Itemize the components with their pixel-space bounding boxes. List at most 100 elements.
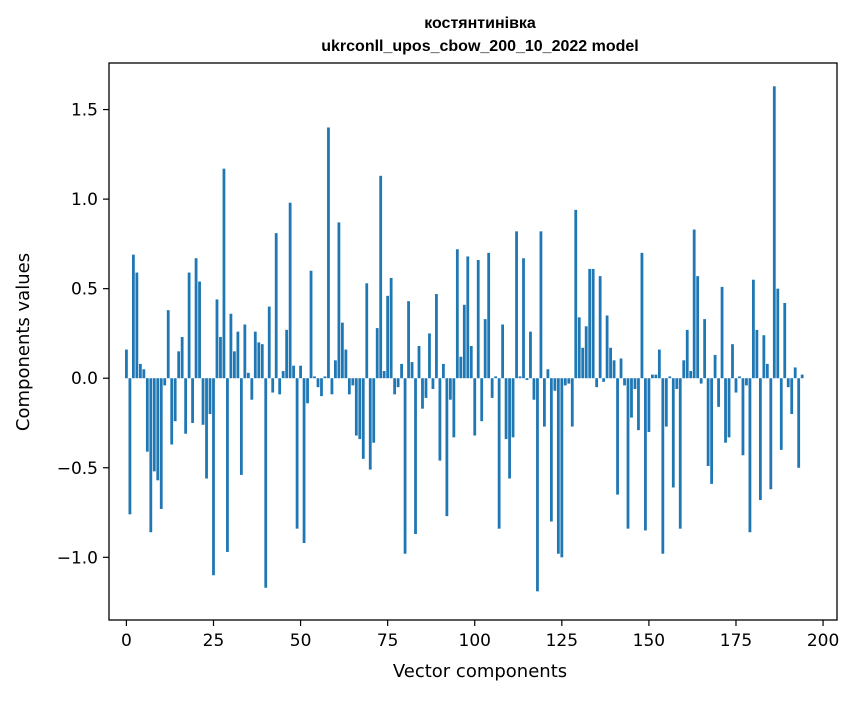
bar bbox=[783, 302, 787, 379]
bar bbox=[692, 229, 696, 379]
bar bbox=[605, 315, 609, 379]
bar bbox=[522, 258, 525, 379]
bar bbox=[208, 378, 212, 415]
axes-group: 0 25 50 75 100 125 150 175 200 −1.0 −0.5 0.0 0.5 1.0 1… bbox=[57, 62, 839, 651]
x-tick-label: 0 bbox=[121, 631, 132, 651]
bar bbox=[685, 329, 689, 379]
bar bbox=[623, 378, 626, 386]
bar bbox=[306, 378, 309, 404]
bar bbox=[745, 378, 748, 386]
x-axis-label: Vector components bbox=[393, 661, 567, 682]
y-tick-label: 1.5 bbox=[71, 101, 98, 121]
bar bbox=[797, 378, 801, 468]
bar bbox=[219, 337, 222, 379]
bar bbox=[424, 378, 428, 398]
bar bbox=[758, 378, 762, 501]
bar bbox=[131, 254, 135, 379]
y-tick-label: 0.0 bbox=[71, 369, 98, 389]
bar bbox=[560, 378, 564, 558]
bar bbox=[302, 378, 306, 543]
bar bbox=[393, 378, 397, 395]
bar bbox=[626, 378, 630, 529]
bar bbox=[515, 231, 518, 379]
bar bbox=[675, 378, 679, 389]
bar bbox=[417, 345, 421, 379]
chart-subtitle: ukrconll_upos_cbow_200_10_2022 model bbox=[321, 38, 638, 55]
bar bbox=[731, 344, 734, 379]
bar bbox=[334, 360, 337, 379]
bar bbox=[125, 349, 128, 379]
bar bbox=[442, 363, 445, 379]
bar bbox=[246, 372, 250, 379]
bar bbox=[563, 378, 567, 386]
bar bbox=[689, 371, 693, 379]
bar bbox=[229, 313, 233, 379]
bar bbox=[633, 378, 637, 389]
bar bbox=[483, 319, 487, 379]
bar bbox=[253, 331, 257, 379]
bar bbox=[640, 252, 644, 379]
bar bbox=[389, 277, 393, 379]
bar bbox=[354, 378, 358, 436]
bar bbox=[553, 378, 557, 391]
bar bbox=[612, 360, 616, 379]
bar bbox=[288, 202, 292, 379]
bar bbox=[145, 378, 149, 452]
bar bbox=[340, 322, 344, 379]
bar bbox=[191, 378, 194, 423]
bar bbox=[776, 288, 780, 379]
bar bbox=[163, 378, 167, 386]
bar bbox=[616, 378, 619, 495]
bar bbox=[435, 294, 438, 379]
bar bbox=[549, 378, 553, 522]
bar bbox=[699, 378, 703, 384]
bar bbox=[400, 363, 403, 379]
bar bbox=[327, 127, 330, 379]
bar bbox=[309, 270, 313, 379]
bar bbox=[459, 356, 463, 379]
bar bbox=[250, 378, 254, 400]
bar bbox=[532, 378, 536, 400]
plot-frame bbox=[108, 62, 838, 621]
x-tick-label: 125 bbox=[546, 631, 578, 651]
bar bbox=[278, 378, 282, 395]
bar bbox=[414, 378, 417, 535]
bar bbox=[152, 378, 156, 472]
bar bbox=[421, 378, 424, 409]
bar bbox=[469, 345, 473, 379]
bar bbox=[243, 324, 247, 379]
bar bbox=[630, 378, 633, 418]
y-tick-label: 1.0 bbox=[71, 190, 98, 210]
bar bbox=[128, 378, 132, 515]
bar bbox=[637, 378, 640, 431]
bar bbox=[570, 378, 574, 427]
y-tick-label: −1.0 bbox=[57, 548, 98, 568]
bar bbox=[546, 369, 550, 379]
bar bbox=[790, 378, 794, 415]
bar bbox=[668, 376, 672, 379]
bar bbox=[497, 378, 501, 529]
bar bbox=[591, 268, 595, 379]
bar bbox=[159, 378, 163, 509]
bar bbox=[292, 365, 296, 379]
bar bbox=[410, 362, 414, 379]
bar bbox=[476, 260, 480, 379]
bar bbox=[233, 351, 236, 379]
bar bbox=[173, 378, 177, 422]
x-tick-label: 50 bbox=[290, 631, 312, 651]
bar bbox=[212, 378, 215, 576]
bar bbox=[382, 371, 386, 379]
chart-title: костянтинівка bbox=[424, 15, 536, 32]
bar bbox=[769, 378, 773, 490]
bar bbox=[316, 378, 320, 388]
bar bbox=[396, 378, 400, 388]
bar bbox=[462, 304, 466, 379]
bar bbox=[738, 376, 741, 379]
bar bbox=[323, 376, 327, 379]
bar bbox=[431, 378, 435, 389]
bar bbox=[720, 286, 724, 379]
bar bbox=[215, 299, 219, 379]
bar bbox=[344, 349, 348, 379]
bar bbox=[567, 378, 571, 384]
bar bbox=[347, 378, 351, 395]
